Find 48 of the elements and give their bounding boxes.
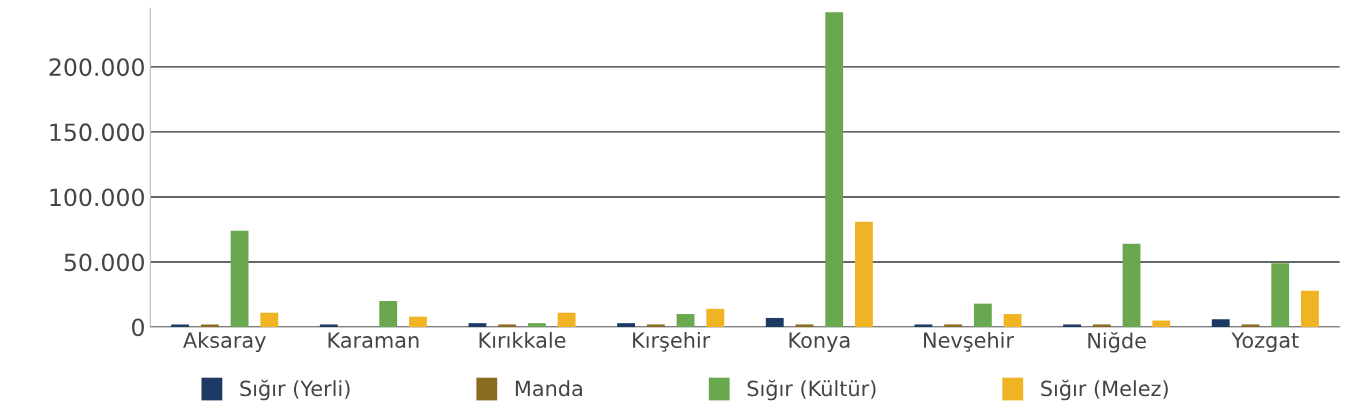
legend-label: Sığır (Yerli) [240, 379, 350, 401]
bar [557, 312, 576, 328]
bar [914, 324, 933, 328]
x-tick-label: Niğde [1088, 331, 1146, 353]
legend-label: Manda [515, 380, 582, 397]
bar [1063, 324, 1081, 328]
y-tick-label: 0 [132, 318, 144, 337]
bar [1152, 320, 1171, 328]
bar [765, 317, 784, 328]
bar [795, 324, 814, 328]
bar [498, 324, 517, 328]
bar [409, 316, 427, 328]
x-tick-label: Karaman [328, 332, 419, 349]
y-tick-label: 100.000 [50, 188, 144, 207]
bar [646, 324, 665, 328]
bar [676, 314, 695, 328]
bar [1301, 290, 1319, 328]
bar [617, 323, 636, 328]
bar [1092, 324, 1111, 328]
bar [379, 301, 398, 328]
legend-label: Sığır (Kültür) [747, 379, 876, 401]
bar [944, 324, 963, 328]
bar [1122, 243, 1141, 328]
bar [171, 324, 190, 328]
bar [973, 303, 992, 328]
bar [527, 323, 546, 328]
legend-label: Sığır (Melez) [1041, 379, 1168, 401]
x-tick-label: Kırıkkale [479, 331, 566, 349]
bar [825, 12, 844, 328]
bar [1211, 319, 1230, 328]
bar [855, 221, 873, 328]
bar [230, 230, 249, 328]
bar [200, 324, 219, 328]
bar [1241, 324, 1260, 328]
bar [260, 312, 279, 328]
bar [1271, 263, 1290, 328]
y-tick-label: 200.000 [49, 58, 144, 77]
bar [468, 323, 487, 328]
bar [1003, 314, 1022, 328]
y-tick-label: 150.000 [50, 123, 144, 142]
x-tick-label: Kırşehir [633, 331, 711, 352]
bar [706, 308, 725, 328]
bar [319, 324, 338, 328]
x-tick-label: Nevşehir [924, 331, 1014, 352]
y-tick-label: 50.000 [64, 253, 144, 272]
x-tick-label: Aksaray [183, 331, 266, 353]
x-tick-label: Konya [789, 332, 850, 353]
x-tick-label: Yozgat [1231, 332, 1299, 353]
